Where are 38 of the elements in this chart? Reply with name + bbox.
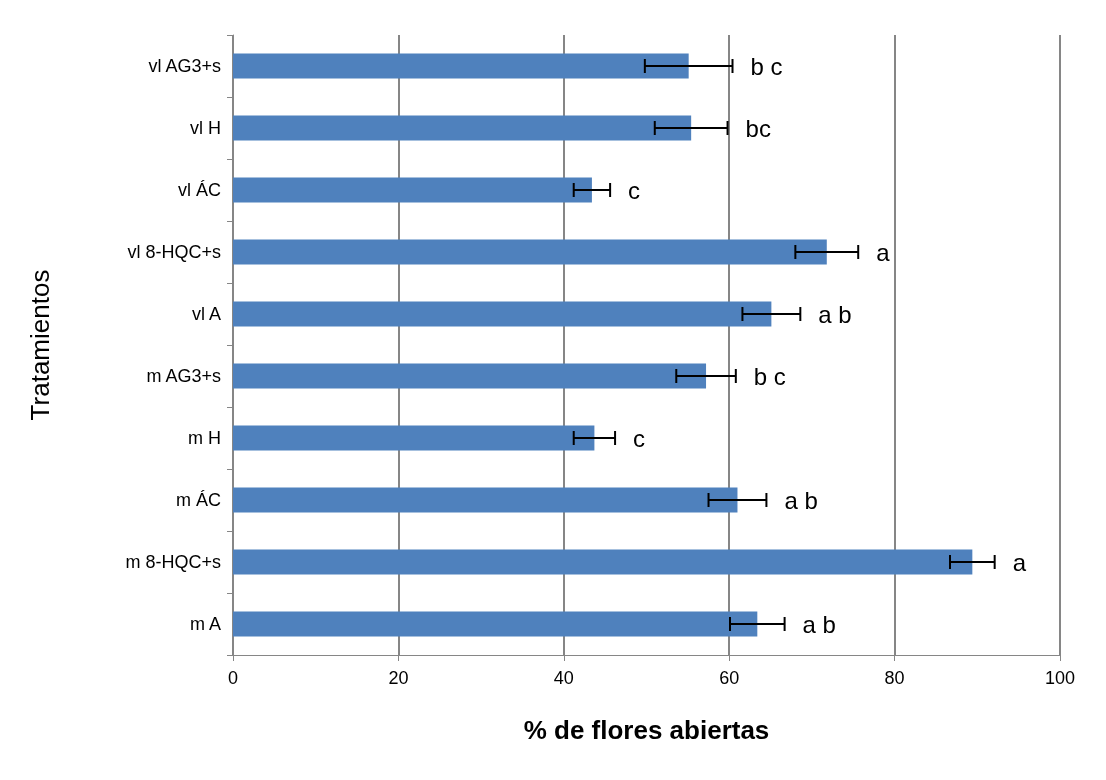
y-tick-label: m ÁC (176, 490, 221, 510)
y-tick-label: m H (188, 428, 221, 448)
y-tick-label: m AG3+s (146, 366, 221, 386)
data-label: b c (750, 52, 783, 80)
bar (233, 363, 707, 389)
x-tick-label: 40 (553, 668, 574, 688)
data-label: a b (818, 300, 852, 328)
x-tick-label: 60 (719, 668, 740, 688)
data-label: a (876, 238, 891, 266)
data-label: bc (745, 114, 771, 142)
bar (233, 487, 738, 513)
bar (233, 611, 758, 637)
bar (233, 301, 772, 327)
data-label: a (1012, 548, 1027, 576)
data-label: c (633, 424, 646, 452)
y-tick-label: vl 8-HQC+s (127, 242, 221, 262)
x-axis-title: % de flores abiertas (523, 715, 770, 745)
bar (233, 177, 592, 203)
y-tick-label: vl AG3+s (148, 56, 221, 76)
bar (233, 53, 689, 79)
y-tick-label: vl A (191, 304, 221, 324)
data-label: a b (784, 486, 818, 514)
y-axis-title: Tratamientos (25, 269, 55, 421)
bar (233, 239, 827, 265)
x-tick-label: 0 (227, 668, 239, 688)
x-tick-label: 80 (884, 668, 905, 688)
y-tick-label: m 8-HQC+s (125, 552, 221, 572)
y-tick-label: vl H (190, 118, 221, 138)
bar (233, 549, 973, 575)
data-label: b c (753, 362, 786, 390)
bar (233, 115, 692, 141)
data-label: c (628, 176, 641, 204)
x-tick-label: 20 (388, 668, 409, 688)
x-tick-label: 100 (1044, 668, 1076, 688)
y-tick-label: vl ÁC (177, 180, 221, 200)
data-label: a b (802, 610, 836, 638)
y-tick-label: m A (189, 614, 221, 634)
bar (233, 425, 595, 451)
